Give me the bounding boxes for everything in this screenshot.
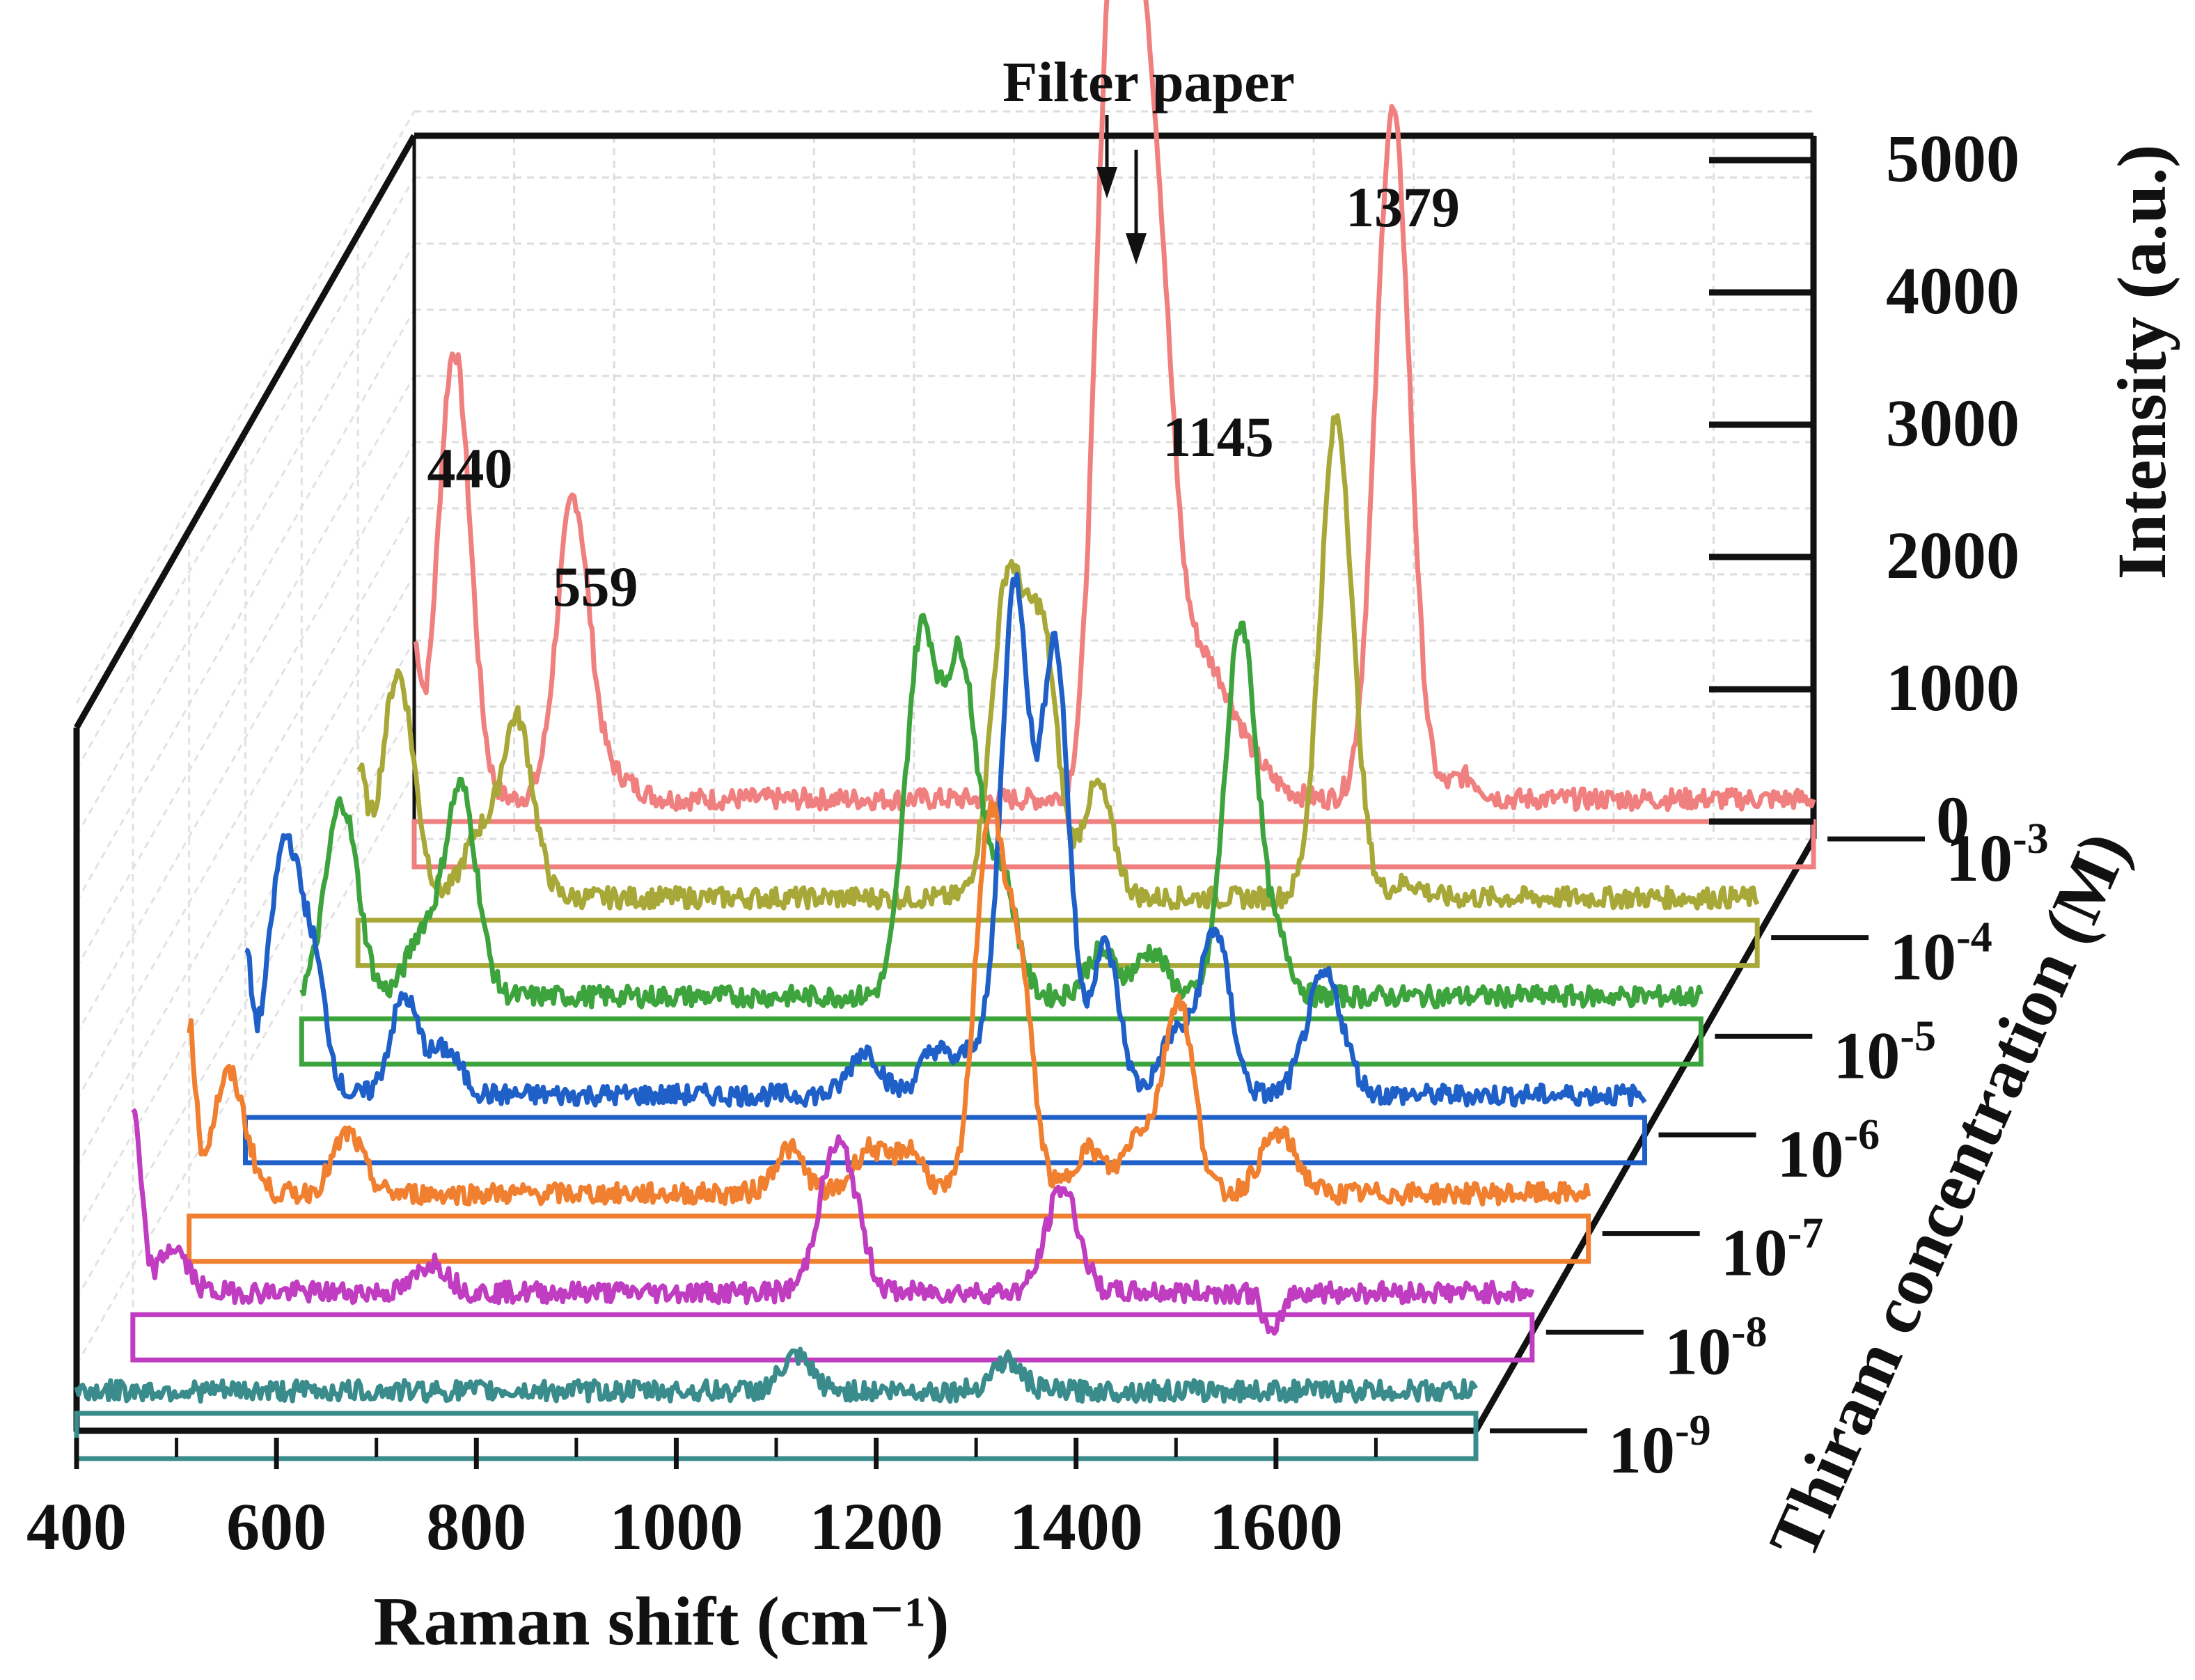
grid-line xyxy=(75,309,416,902)
series-line xyxy=(244,572,1647,1108)
series-line xyxy=(413,0,1816,812)
grid-line xyxy=(75,177,416,770)
axis-ticks xyxy=(74,157,1925,1469)
series-line xyxy=(131,1108,1535,1336)
y-axis-title: Intensity (a.u.) xyxy=(2103,144,2180,579)
series-baseline-box xyxy=(243,1115,1647,1165)
grid-line xyxy=(75,441,416,1035)
grid-line xyxy=(75,243,416,836)
y-tick-label: 2000 xyxy=(1886,518,2020,592)
grid-line xyxy=(75,375,416,968)
z-tick-label: 10-3 xyxy=(1946,815,2049,895)
grid-line xyxy=(75,772,416,1365)
series-line xyxy=(74,1347,1479,1404)
annotation-peak-559: 559 xyxy=(553,555,638,618)
x-tick-label: 800 xyxy=(426,1489,526,1564)
x-tick-label: 1400 xyxy=(1009,1489,1143,1564)
axis-frame xyxy=(73,132,1817,1434)
series-baseline-box xyxy=(74,1411,1479,1461)
z-tick-label: 10-7 xyxy=(1721,1210,1824,1290)
series-line xyxy=(299,613,1704,1010)
grid-line xyxy=(75,111,416,704)
annotation-peak-1379: 1379 xyxy=(1346,175,1460,239)
z-tick-label: 10-8 xyxy=(1665,1308,1768,1388)
y-tick-label: 3000 xyxy=(1886,386,2020,460)
series-baseline-box xyxy=(187,1214,1591,1264)
filter-paper-arrow-right xyxy=(1126,150,1147,265)
grid-line xyxy=(75,574,416,1167)
z-tick-label: 10-4 xyxy=(1889,914,1992,994)
x-axis-title: Raman shift (cm⁻¹) xyxy=(373,1583,949,1660)
x-tick-label: 400 xyxy=(26,1489,127,1564)
axis-labels: 400 600 800 1000 1200 1400 1600 0 1000 2000 3000 40… xyxy=(26,121,2049,1564)
series-baseline-box xyxy=(299,1016,1704,1067)
x-tick-label: 600 xyxy=(226,1489,327,1564)
filter-paper-arrow-left xyxy=(1096,115,1117,198)
left-top-edge xyxy=(74,134,417,730)
annotation-peak-1145: 1145 xyxy=(1163,405,1273,469)
annotation-filter-paper: Filter paper xyxy=(1002,50,1295,113)
series-baseline-box xyxy=(355,918,1760,968)
x-tick-label: 1600 xyxy=(1209,1489,1343,1564)
x-tick-label: 1200 xyxy=(810,1489,943,1564)
z-tick-label: 10-6 xyxy=(1777,1111,1880,1191)
back-wall-grid xyxy=(413,110,1815,840)
x-tick-label: 1000 xyxy=(609,1489,743,1564)
series-layer xyxy=(74,0,1816,1461)
grid-line xyxy=(75,706,416,1299)
y-tick-label: 1000 xyxy=(1886,650,2020,725)
y-tick-label: 5000 xyxy=(1886,121,2020,196)
series-line xyxy=(187,800,1591,1207)
z-tick-label: 10-9 xyxy=(1608,1407,1711,1487)
grid-line xyxy=(75,640,416,1233)
series-line xyxy=(356,413,1760,911)
y-tick-label: 4000 xyxy=(1886,253,2020,328)
y-tick-label: 0 xyxy=(1936,783,1969,857)
z-tick-label: 10-5 xyxy=(1833,1012,1936,1092)
annotation-peak-440: 440 xyxy=(427,437,513,500)
series-baseline-box xyxy=(130,1312,1535,1363)
grid-line xyxy=(75,508,416,1101)
